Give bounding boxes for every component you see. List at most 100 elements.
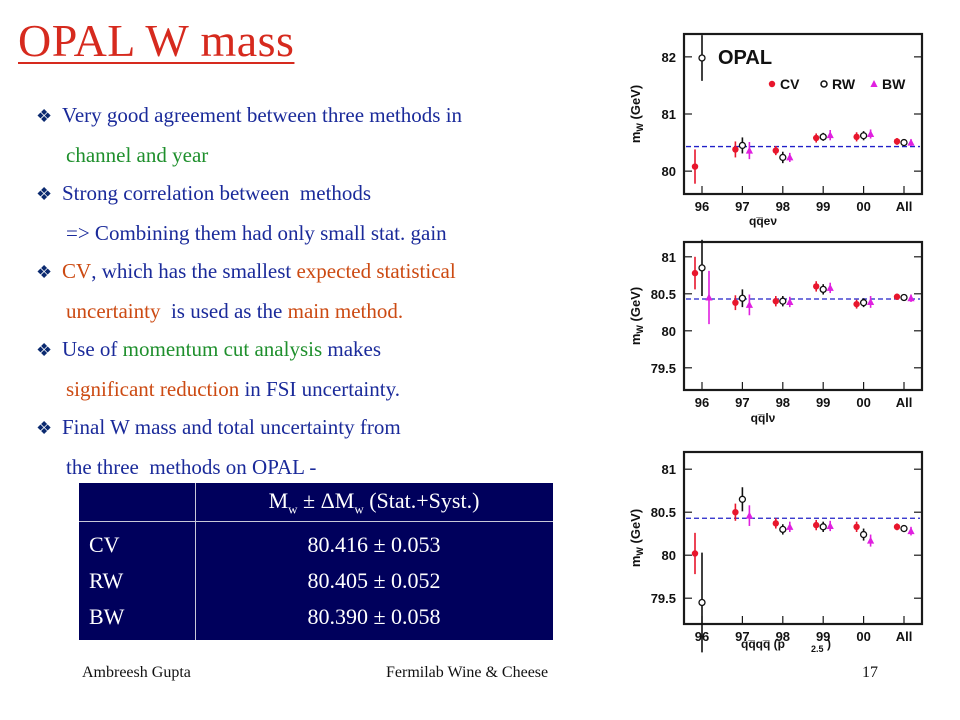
data-point-rw <box>900 293 908 302</box>
data-point-rw <box>819 285 827 294</box>
y-axis-label: mW (GeV) <box>628 287 645 345</box>
bullet-line: significant reduction in FSI uncertainty… <box>36 370 596 409</box>
y-tick-label: 80.5 <box>651 287 676 302</box>
data-point-bw <box>705 293 713 301</box>
x-tick-label: 97 <box>735 199 749 214</box>
legend-marker-bw <box>870 80 878 87</box>
data-point-rw <box>738 141 747 150</box>
chart-panel-2: 79.5 80 80.5 81 96 97 98 99 00 All mW (GeV) qq̅lν <box>628 239 924 425</box>
bullet-line: ❖ Strong correlation between methods <box>36 174 596 214</box>
data-point-bw <box>867 536 875 544</box>
x-tick-label: 00 <box>856 395 870 410</box>
bullet-line: channel and year <box>36 136 596 175</box>
bullet-line: ❖ CV, which has the smallest expected sta… <box>36 252 596 292</box>
data-point-bw <box>826 283 834 291</box>
data-point-cv <box>772 147 779 154</box>
data-point-bw <box>786 297 794 305</box>
data-point-rw <box>900 524 908 533</box>
bullet-text: expected statistical <box>296 259 456 283</box>
table-header: Mw ± ΔMw (Stat.+Syst.) <box>268 488 480 517</box>
bullet-text: momentum cut analysis <box>122 337 328 361</box>
legend-marker-cv <box>768 80 776 88</box>
channel-label: qq̅lν <box>751 411 776 425</box>
y-tick-label: 81 <box>662 462 676 477</box>
data-point-rw <box>859 132 868 140</box>
bullet-text: is used as the <box>165 298 288 323</box>
y-tick-label: 80.5 <box>651 505 676 520</box>
data-point-rw <box>738 294 747 302</box>
diamond-bullet-icon: ❖ <box>36 184 53 204</box>
data-point-bw <box>826 521 834 529</box>
data-point-bw <box>907 527 915 535</box>
data-point-rw <box>779 525 787 534</box>
data-point-cv <box>691 269 699 277</box>
y-tick-label: 79.5 <box>651 361 676 376</box>
data-point-rw <box>900 138 908 147</box>
table-row: RW 80.405 ± 0.052 <box>79 563 553 599</box>
x-tick-label: 99 <box>816 199 830 214</box>
bullet-text: Strong correlation between methods <box>62 181 372 205</box>
bullet-text: , which has the smallest <box>91 259 297 283</box>
legend-label: BW <box>882 76 906 92</box>
y-tick-label: 81 <box>662 250 676 265</box>
data-point-rw <box>819 133 827 141</box>
channel-label: qq̅qq̅ (p <box>741 637 785 651</box>
data-point-cv <box>732 509 739 516</box>
table-header-row: Mw ± ΔMw (Stat.+Syst.) <box>79 485 553 521</box>
data-point-cv <box>893 138 901 145</box>
bullet-text: Very good agreement between three method… <box>62 103 463 127</box>
table-divider-vertical <box>195 483 196 640</box>
diamond-bullet-icon: ❖ <box>36 340 53 360</box>
data-point-bw <box>745 511 753 519</box>
data-point-rw <box>859 530 868 539</box>
x-tick-label: 97 <box>735 395 749 410</box>
bullet-text: the three methods on OPAL - <box>66 454 317 479</box>
y-tick-label: 79.5 <box>651 591 676 606</box>
y-axis-label: mW (GeV) <box>628 85 645 143</box>
data-point-cv <box>772 520 779 527</box>
x-tick-label: All <box>896 629 913 644</box>
footer-page-number: 17 <box>862 664 878 681</box>
data-point-rw <box>819 523 827 531</box>
data-point-bw <box>826 131 834 139</box>
x-tick-label: 00 <box>856 629 870 644</box>
y-tick-label: 80 <box>662 164 676 179</box>
bullet-line: => Combining them had only small stat. g… <box>36 214 596 253</box>
data-point-rw <box>738 495 747 503</box>
y-axis-label: mW (GeV) <box>628 509 645 567</box>
legend-label: RW <box>832 76 856 92</box>
data-point-cv <box>893 523 901 531</box>
bullet-line: ❖ Very good agreement between three metho… <box>36 96 596 136</box>
data-point-cv <box>853 523 860 531</box>
data-point-cv <box>772 298 779 305</box>
bullet-text: Final W mass and total uncertainty from <box>62 415 401 439</box>
x-tick-label: All <box>896 199 913 214</box>
diamond-bullet-icon: ❖ <box>36 106 53 126</box>
data-point-cv <box>732 299 739 306</box>
channel-label-sub: 2.5 <box>811 644 824 654</box>
data-point-cv <box>893 293 901 300</box>
y-tick-label: 81 <box>662 107 676 122</box>
data-point-bw <box>907 138 915 146</box>
bullet-text: main method. <box>287 298 404 323</box>
bullet-text: CV <box>62 259 92 283</box>
x-tick-label: All <box>896 395 913 410</box>
table-row: CV 80.416 ± 0.053 <box>79 527 553 563</box>
x-tick-label: 00 <box>856 199 870 214</box>
bullet-line: ❖ Final W mass and total uncertainty from <box>36 408 596 448</box>
channel-label-paren: ) <box>827 637 831 651</box>
y-tick-label: 82 <box>662 50 676 65</box>
plot-frame <box>682 240 924 392</box>
bullet-text: uncertainty <box>66 298 166 323</box>
data-point-bw <box>745 146 753 154</box>
diamond-bullet-icon: ❖ <box>36 262 53 282</box>
page-title: OPAL W mass <box>18 15 295 66</box>
mass-value: 80.416 ± 0.053 <box>307 532 441 557</box>
x-tick-label: 98 <box>776 199 790 214</box>
legend-marker-rw <box>820 80 828 88</box>
data-point-cv <box>853 300 860 308</box>
data-point-rw <box>859 299 868 307</box>
mass-value: 80.405 ± 0.052 <box>307 568 441 593</box>
data-point-rw <box>698 264 706 272</box>
